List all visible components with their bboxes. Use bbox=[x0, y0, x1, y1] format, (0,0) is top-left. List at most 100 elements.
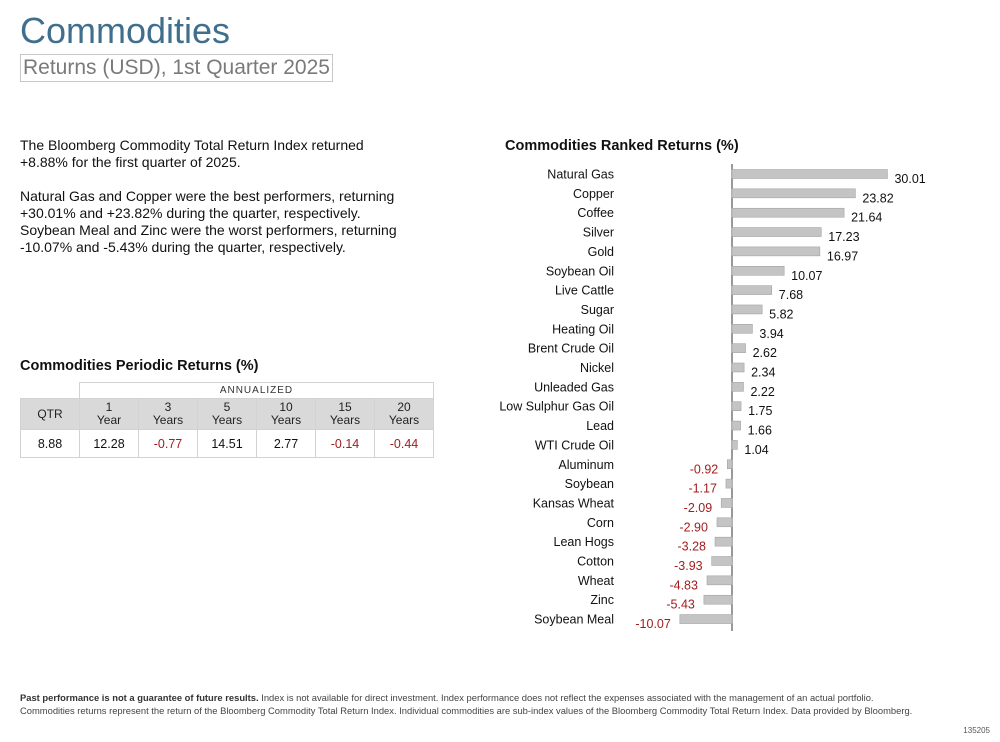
category-label-soybean-meal: Soybean Meal bbox=[534, 613, 614, 627]
value-label-aluminum: -0.92 bbox=[690, 462, 719, 476]
bar-natural-gas bbox=[731, 169, 888, 179]
value-label-coffee: 21.64 bbox=[851, 211, 882, 225]
bar-silver bbox=[731, 227, 822, 237]
value-label-heating-oil: 3.94 bbox=[759, 327, 783, 341]
value-label-cotton: -3.93 bbox=[674, 559, 703, 573]
bar-aluminum bbox=[726, 459, 733, 469]
category-label-aluminum: Aluminum bbox=[558, 458, 614, 472]
bar-heating-oil bbox=[731, 324, 753, 334]
header-15-years: 15 Years bbox=[315, 398, 375, 430]
bar-live-cattle bbox=[731, 285, 773, 295]
ranked-returns-chart: Natural Gas 30.01 Copper 23.82 Coffee 21.64 Si… bbox=[500, 164, 926, 632]
category-label-nickel: Nickel bbox=[580, 361, 614, 375]
value-5-years: 14.51 bbox=[197, 429, 257, 458]
value-label-soybean-oil: 10.07 bbox=[791, 269, 822, 283]
value-label-lead: 1.66 bbox=[748, 424, 772, 438]
category-label-copper: Copper bbox=[573, 187, 614, 201]
category-label-low-sulphur-gas-oil: Low Sulphur Gas Oil bbox=[500, 400, 614, 414]
category-label-live-cattle: Live Cattle bbox=[555, 284, 614, 298]
value-label-copper: 23.82 bbox=[862, 191, 893, 205]
value-3-years: -0.77 bbox=[138, 429, 198, 458]
bar-brent-crude-oil bbox=[731, 343, 746, 353]
page-title: Commodities bbox=[20, 10, 231, 51]
footnote: Past performance is not a guarantee of f… bbox=[20, 692, 912, 717]
category-label-silver: Silver bbox=[583, 226, 614, 240]
value-label-wti-crude-oil: 1.04 bbox=[744, 443, 768, 457]
category-label-kansas-wheat: Kansas Wheat bbox=[533, 496, 615, 510]
footnote-line-1: Index is not available for direct invest… bbox=[258, 692, 874, 703]
bar-low-sulphur-gas-oil bbox=[731, 401, 742, 411]
value-label-kansas-wheat: -2.09 bbox=[684, 501, 713, 515]
periodic-returns-table: ANNUALIZED QTR 1 Year 3 Years 5 Years 10 Yea… bbox=[20, 382, 434, 458]
summary-paragraph-1: The Bloomberg Commodity Total Return Ind… bbox=[20, 137, 364, 170]
document-code: 135205 bbox=[963, 726, 990, 735]
value-label-gold: 16.97 bbox=[827, 249, 858, 263]
bar-kansas-wheat bbox=[720, 498, 733, 508]
header-1-year: 1 Year bbox=[79, 398, 139, 430]
value-label-unleaded-gas: 2.22 bbox=[750, 385, 774, 399]
value-label-nickel: 2.34 bbox=[751, 366, 775, 380]
bar-lean-hogs bbox=[714, 536, 733, 547]
header-20-years: 20 Years bbox=[374, 398, 434, 430]
value-label-zinc: -5.43 bbox=[666, 598, 695, 612]
qtr-value: 8.88 bbox=[20, 429, 80, 458]
category-label-natural-gas: Natural Gas bbox=[547, 168, 614, 182]
category-label-corn: Corn bbox=[587, 516, 614, 530]
value-label-wheat: -4.83 bbox=[669, 578, 698, 592]
annualized-header: ANNUALIZED bbox=[79, 382, 434, 399]
value-label-silver: 17.23 bbox=[828, 230, 859, 244]
value-label-natural-gas: 30.01 bbox=[894, 172, 925, 186]
value-label-soybean: -1.17 bbox=[688, 482, 717, 496]
category-label-soybean-oil: Soybean Oil bbox=[546, 264, 614, 278]
category-label-coffee: Coffee bbox=[577, 206, 614, 220]
bar-sugar bbox=[731, 304, 763, 315]
bar-unleaded-gas bbox=[731, 382, 744, 392]
ranked-returns-title: Commodities Ranked Returns (%) bbox=[505, 138, 739, 154]
category-label-sugar: Sugar bbox=[581, 303, 614, 317]
bar-lead bbox=[731, 420, 741, 431]
header-10-years: 10 Years bbox=[256, 398, 316, 430]
value-label-soybean-meal: -10.07 bbox=[635, 617, 670, 631]
page-subtitle: Returns (USD), 1st Quarter 2025 bbox=[20, 54, 333, 82]
value-15-years: -0.14 bbox=[315, 429, 375, 458]
value-10-years: 2.77 bbox=[256, 429, 316, 458]
category-label-soybean: Soybean bbox=[565, 477, 614, 491]
bar-copper bbox=[731, 188, 856, 199]
summary-text: The Bloomberg Commodity Total Return Ind… bbox=[20, 137, 405, 273]
summary-paragraph-2: Natural Gas and Copper were the best per… bbox=[20, 188, 397, 255]
footnote-line-2: Commodities returns represent the return… bbox=[20, 704, 913, 716]
value-label-low-sulphur-gas-oil: 1.75 bbox=[748, 404, 772, 418]
bar-soybean bbox=[725, 478, 733, 489]
periodic-returns-title: Commodities Periodic Returns (%) bbox=[20, 358, 259, 374]
footnote-disclaimer: Past performance is not a guarantee of f… bbox=[20, 692, 259, 703]
category-label-brent-crude-oil: Brent Crude Oil bbox=[528, 342, 614, 356]
value-label-brent-crude-oil: 2.62 bbox=[753, 346, 777, 360]
value-label-sugar: 5.82 bbox=[769, 307, 793, 321]
category-label-lean-hogs: Lean Hogs bbox=[554, 535, 614, 549]
bar-corn bbox=[716, 517, 733, 528]
bar-wheat bbox=[706, 575, 733, 586]
table-corner-blank bbox=[21, 383, 80, 399]
bar-cotton bbox=[711, 556, 733, 566]
bar-wti-crude-oil bbox=[731, 440, 738, 450]
value-1-year: 12.28 bbox=[79, 429, 139, 458]
header-5-years: 5 Years bbox=[197, 398, 257, 430]
value-label-live-cattle: 7.68 bbox=[779, 288, 803, 302]
category-label-lead: Lead bbox=[586, 419, 614, 433]
bar-zinc bbox=[703, 594, 733, 605]
bar-soybean-meal bbox=[679, 614, 733, 624]
category-label-zinc: Zinc bbox=[590, 593, 614, 607]
qtr-header: QTR bbox=[20, 398, 80, 430]
category-label-wheat: Wheat bbox=[578, 574, 615, 588]
value-label-corn: -2.90 bbox=[679, 520, 708, 534]
category-label-wti-crude-oil: WTI Crude Oil bbox=[535, 438, 614, 452]
value-label-lean-hogs: -3.28 bbox=[678, 540, 707, 554]
header-3-years: 3 Years bbox=[138, 398, 198, 430]
category-label-gold: Gold bbox=[588, 245, 614, 259]
bar-soybean-oil bbox=[731, 266, 785, 276]
bar-nickel bbox=[731, 362, 745, 373]
bar-gold bbox=[731, 246, 821, 257]
value-20-years: -0.44 bbox=[374, 429, 434, 458]
category-label-unleaded-gas: Unleaded Gas bbox=[534, 380, 614, 394]
category-label-heating-oil: Heating Oil bbox=[552, 322, 614, 336]
